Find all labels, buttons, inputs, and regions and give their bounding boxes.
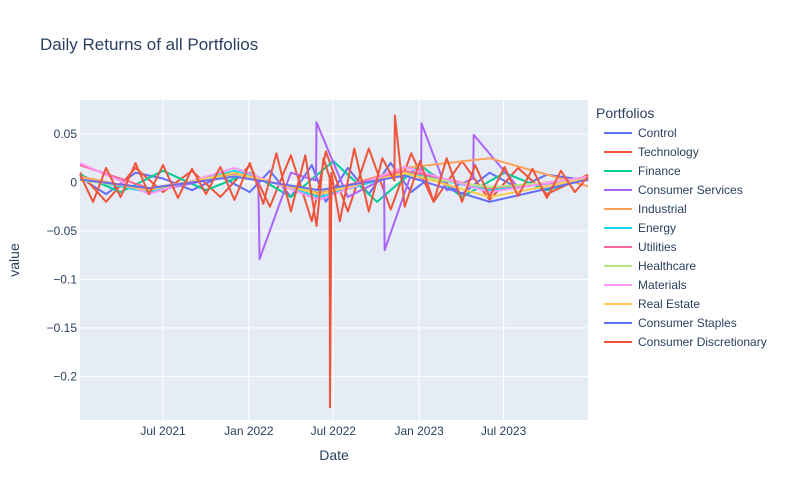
legend-label: Materials <box>638 278 687 292</box>
legend-item-utilities[interactable]: Utilities <box>604 240 677 254</box>
y-tick-label: −0.15 <box>47 321 78 335</box>
legend-item-industrial[interactable]: Industrial <box>604 202 687 216</box>
chart-title: Daily Returns of all Portfolios <box>40 35 258 54</box>
y-tick-label: −0.1 <box>53 272 77 286</box>
x-tick-labels: Jul 2021 Jan 2022 Jul 2022 Jan 2023 Jul 2023 <box>140 424 526 438</box>
series-line-consumer-discretionary <box>79 114 589 409</box>
x-tick-label: Jul 2022 <box>311 424 357 438</box>
legend-item-technology[interactable]: Technology <box>604 145 699 159</box>
legend-label: Consumer Services <box>638 183 743 197</box>
x-tick-label: Jan 2022 <box>224 424 274 438</box>
legend-label: Consumer Discretionary <box>638 335 767 349</box>
y-tick-label: −0.05 <box>47 224 78 238</box>
x-gridlines <box>162 100 505 420</box>
legend-item-consumer-staples[interactable]: Consumer Staples <box>604 316 737 330</box>
legend-item-healthcare[interactable]: Healthcare <box>604 259 696 273</box>
y-axis-title: value <box>6 243 22 277</box>
legend-item-finance[interactable]: Finance <box>604 164 681 178</box>
legend-item-consumer-discretionary[interactable]: Consumer Discretionary <box>604 335 767 349</box>
legend-item-consumer-services[interactable]: Consumer Services <box>604 183 743 197</box>
series-line-control <box>79 162 589 203</box>
legend-label: Utilities <box>638 240 677 254</box>
x-axis-title: Date <box>319 447 349 463</box>
legend-label: Technology <box>638 145 699 159</box>
x-tick-label: Jan 2023 <box>394 424 444 438</box>
legend-label: Healthcare <box>638 259 696 273</box>
y-tick-label: 0.05 <box>54 127 78 141</box>
legend[interactable]: Control Technology Finance Consumer Service… <box>604 126 767 349</box>
legend-label: Real Estate <box>638 297 700 311</box>
legend-item-materials[interactable]: Materials <box>604 278 687 292</box>
legend-title: Portfolios <box>596 105 654 121</box>
legend-label: Control <box>638 126 677 140</box>
legend-label: Finance <box>638 164 681 178</box>
series-lines <box>79 114 589 409</box>
legend-label: Industrial <box>638 202 687 216</box>
y-tick-labels: 0.05 0 −0.05 −0.1 −0.15 −0.2 <box>47 127 78 383</box>
legend-item-control[interactable]: Control <box>604 126 677 140</box>
plot-area <box>80 100 588 420</box>
x-tick-label: Jul 2021 <box>140 424 186 438</box>
y-tick-label: 0 <box>70 175 77 189</box>
legend-item-energy[interactable]: Energy <box>604 221 676 235</box>
legend-item-real-estate[interactable]: Real Estate <box>604 297 700 311</box>
legend-label: Consumer Staples <box>638 316 737 330</box>
x-tick-label: Jul 2023 <box>481 424 527 438</box>
y-tick-label: −0.2 <box>53 369 77 383</box>
legend-label: Energy <box>638 221 676 235</box>
